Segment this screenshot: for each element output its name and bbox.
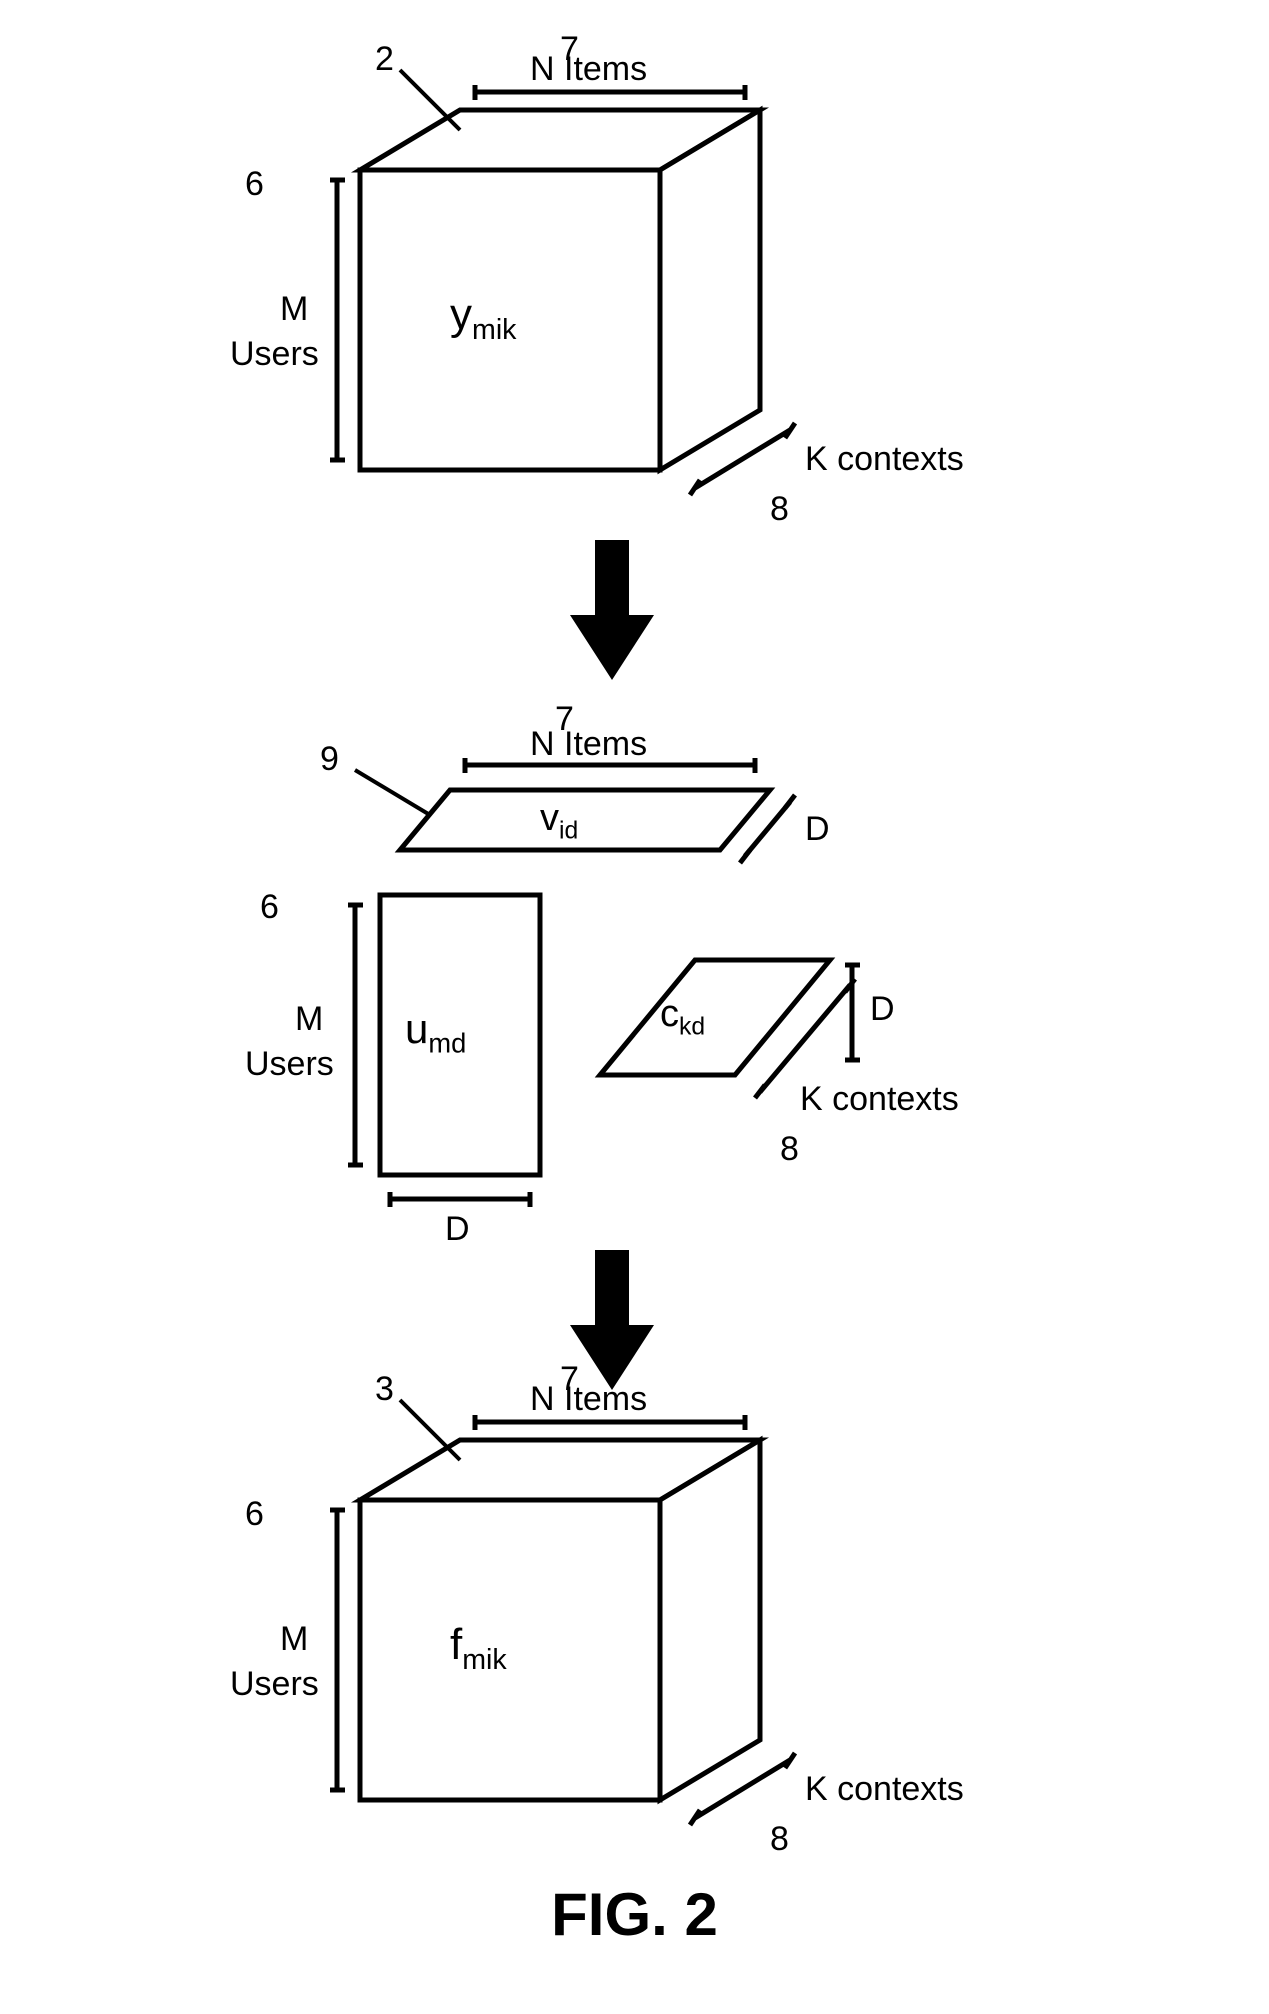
umd-m: M	[295, 1000, 323, 1039]
cube1-left-ref: 6	[245, 165, 264, 204]
cube2-ref-leader	[400, 1400, 460, 1460]
cube2-left-ref: 6	[245, 1495, 264, 1534]
cube2-depth-ref: 8	[770, 1820, 789, 1859]
cube1-ref-leader	[400, 70, 460, 130]
cube2-top-label: N Items	[530, 1380, 647, 1419]
vid-ref-leader	[355, 770, 430, 815]
arrow-1	[570, 540, 654, 680]
vid-top-label: N Items	[530, 725, 647, 764]
cube1-left-m: M	[280, 290, 308, 329]
umd-left-bracket	[348, 905, 363, 1165]
umd-users: Users	[245, 1045, 334, 1084]
cube2-depth-label: K contexts	[805, 1770, 964, 1809]
diagram-svg	[0, 0, 1269, 2014]
arrow-2	[570, 1250, 654, 1390]
vid-sub: id	[559, 818, 578, 845]
cube2-ref: 3	[375, 1370, 394, 1409]
ckd-depth-ref: 8	[780, 1130, 799, 1169]
cube1-left-bracket	[330, 180, 345, 460]
vid-center: vid	[540, 797, 578, 846]
umd-letter: u	[405, 1005, 428, 1052]
cube1-depth-label: K contexts	[805, 440, 964, 479]
vid-d: D	[805, 810, 830, 849]
ckd-d: D	[870, 990, 895, 1029]
cube1-center-sub: mik	[472, 314, 516, 346]
cube1-depth-ref: 8	[770, 490, 789, 529]
ckd-sub: kd	[679, 1014, 705, 1041]
cube2-center-sub: mik	[462, 1644, 506, 1676]
ckd-center: ckd	[660, 993, 705, 1042]
vid-slab	[400, 790, 770, 850]
cube1-center-letter: y	[450, 290, 472, 339]
umd-sub: md	[428, 1027, 466, 1058]
ckd-depth-label: K contexts	[800, 1080, 959, 1119]
cube1-center: ymik	[450, 290, 516, 347]
cube2-center: fmik	[450, 1620, 507, 1677]
umd-center: umd	[405, 1005, 466, 1059]
vid-letter: v	[540, 797, 559, 839]
cube1	[360, 110, 760, 470]
cube1-top-label: N Items	[530, 50, 647, 89]
umd-d: D	[445, 1210, 470, 1249]
figure-caption: FIG. 2	[0, 1880, 1269, 1949]
ckd-letter: c	[660, 993, 679, 1035]
cube2-left-users: Users	[230, 1665, 319, 1704]
umd-left-ref: 6	[260, 888, 279, 927]
cube2	[360, 1440, 760, 1800]
cube1-ref: 2	[375, 40, 394, 79]
cube1-left-users: Users	[230, 335, 319, 374]
cube2-left-m: M	[280, 1620, 308, 1659]
vid-ref: 9	[320, 740, 339, 779]
umd-bottom-bracket	[390, 1192, 530, 1207]
cube2-left-bracket	[330, 1510, 345, 1790]
cube2-center-letter: f	[450, 1620, 462, 1669]
ckd-slab	[600, 960, 830, 1075]
figure-canvas: 2 7 N Items 6 M Users ymik K contexts 8 …	[0, 0, 1269, 2014]
